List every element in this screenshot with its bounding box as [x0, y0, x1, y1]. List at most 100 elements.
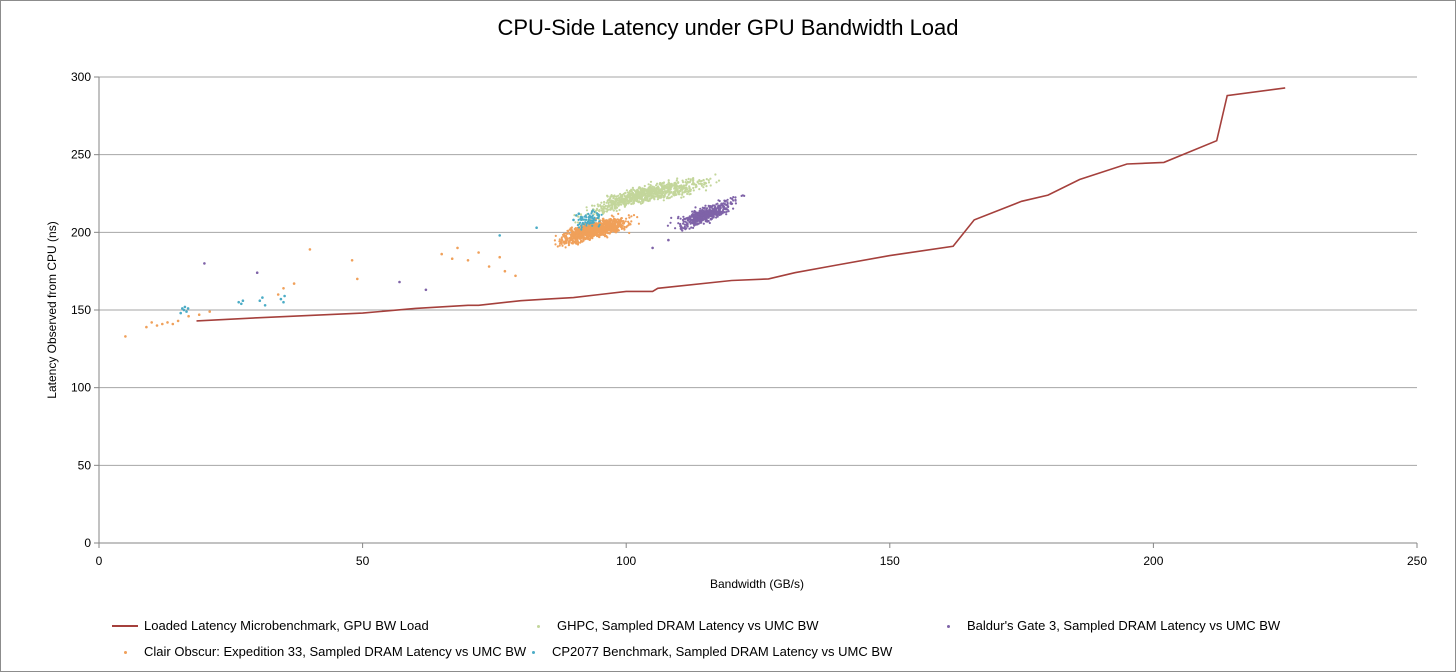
- data-point: [670, 195, 673, 198]
- data-point: [662, 185, 665, 188]
- data-point: [591, 233, 594, 236]
- legend-item-bg3: Baldur's Gate 3, Sampled DRAM Latency vs…: [935, 618, 1280, 633]
- data-point: [673, 181, 676, 185]
- data-point: [610, 229, 613, 232]
- x-tick-label: 150: [880, 554, 900, 568]
- data-point: [701, 206, 704, 209]
- data-point: [602, 224, 605, 227]
- data-point: [649, 180, 653, 183]
- data-point: [700, 216, 703, 219]
- data-point: [683, 225, 686, 228]
- data-point: [597, 216, 600, 219]
- legend-label: Clair Obscur: Expedition 33, Sampled DRA…: [144, 644, 527, 659]
- data-point: [679, 223, 682, 226]
- data-point: [606, 229, 609, 232]
- data-point: [659, 190, 662, 193]
- data-point: [601, 207, 604, 210]
- data-point: [638, 186, 641, 189]
- data-point: [596, 228, 599, 231]
- data-point: [570, 228, 573, 231]
- data-point: [614, 225, 617, 228]
- data-point: [573, 232, 576, 235]
- data-point: [629, 198, 633, 201]
- data-point: [734, 202, 738, 205]
- data-point: [584, 221, 587, 224]
- data-point: [276, 293, 280, 296]
- data-point: [705, 185, 708, 188]
- data-point: [581, 240, 584, 243]
- data-point: [282, 300, 285, 304]
- data-point: [719, 210, 722, 213]
- data-point: [709, 214, 712, 217]
- data-point: [627, 201, 630, 204]
- data-point: [582, 236, 585, 239]
- data-point: [660, 184, 663, 187]
- data-point: [641, 187, 644, 190]
- data-point: [646, 190, 649, 193]
- data-point: [630, 220, 633, 223]
- data-point: [645, 199, 649, 202]
- data-point: [503, 269, 507, 273]
- data-point: [683, 184, 686, 187]
- data-point: [639, 196, 643, 199]
- data-point: [689, 188, 693, 191]
- data-point: [612, 223, 616, 227]
- data-point: [567, 240, 570, 243]
- data-point: [575, 241, 578, 244]
- data-point: [145, 325, 148, 329]
- data-point: [186, 307, 190, 310]
- data-point: [644, 189, 647, 192]
- data-point: [630, 190, 633, 193]
- data-point: [240, 302, 243, 306]
- data-point: [709, 177, 712, 180]
- data-point: [667, 181, 670, 184]
- data-point: [574, 227, 577, 230]
- data-point: [705, 214, 708, 217]
- data-point: [565, 238, 568, 241]
- data-point: [662, 191, 665, 194]
- data-point: [603, 219, 606, 222]
- data-point: [614, 198, 617, 201]
- loaded-latency-line: [196, 87, 1286, 322]
- data-point: [574, 231, 577, 234]
- data-point: [705, 207, 709, 210]
- data-point: [556, 245, 559, 248]
- data-point: [699, 180, 702, 183]
- data-point: [709, 206, 712, 209]
- data-point: [732, 207, 735, 210]
- data-point: [719, 206, 722, 209]
- data-point: [574, 238, 578, 242]
- data-point: [575, 236, 578, 239]
- data-point: [591, 204, 594, 207]
- legend-dot-swatch: [112, 648, 138, 656]
- data-point: [656, 198, 660, 201]
- data-point: [606, 206, 609, 209]
- data-point: [611, 206, 614, 209]
- data-point: [715, 181, 718, 184]
- data-point: [183, 305, 187, 309]
- data-point: [690, 219, 693, 222]
- data-point: [694, 218, 698, 221]
- data-point: [656, 182, 659, 185]
- y-tick-label: 0: [84, 536, 91, 550]
- data-point: [693, 223, 697, 226]
- data-point: [561, 244, 564, 247]
- data-point: [677, 222, 680, 225]
- data-point: [583, 230, 587, 233]
- data-point: [573, 235, 577, 238]
- data-point: [685, 227, 688, 230]
- data-point: [688, 189, 691, 192]
- data-point: [623, 205, 627, 208]
- data-point: [621, 193, 624, 196]
- data-point: [691, 213, 694, 216]
- chart-title: CPU-Side Latency under GPU Bandwidth Loa…: [497, 15, 958, 40]
- data-point: [723, 211, 726, 214]
- data-point: [640, 192, 643, 195]
- data-point: [606, 223, 609, 226]
- data-point: [734, 196, 737, 199]
- data-point: [592, 219, 595, 222]
- data-point: [708, 211, 712, 214]
- data-point: [282, 287, 285, 290]
- data-point: [258, 299, 262, 303]
- data-point: [669, 221, 672, 224]
